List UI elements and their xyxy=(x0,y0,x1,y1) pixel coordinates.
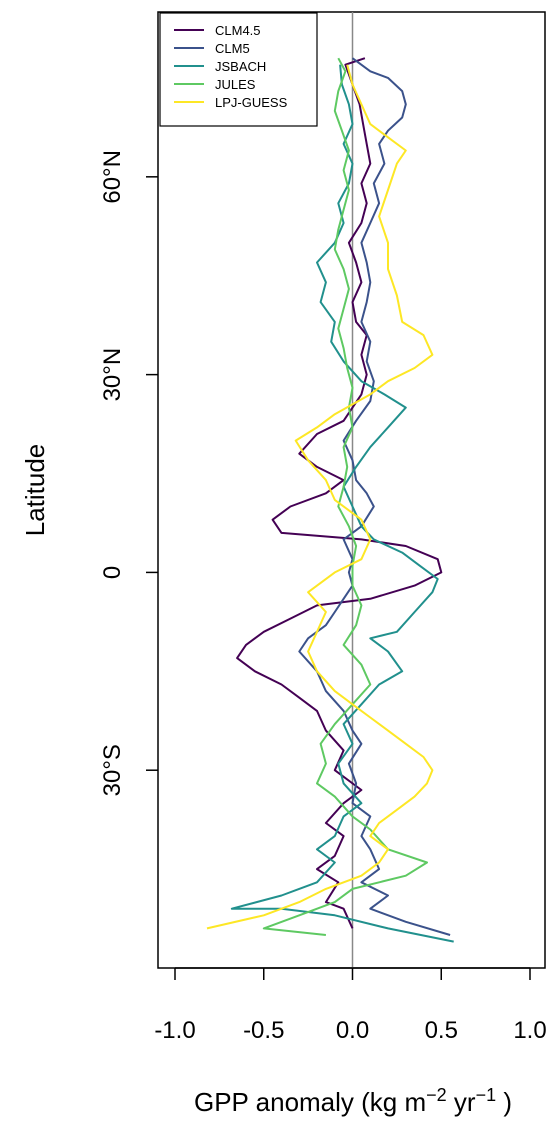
legend-label: CLM4.5 xyxy=(215,23,261,38)
series-line-jsbach xyxy=(230,64,454,943)
x-axis-title-exp2: −1 xyxy=(476,1085,497,1105)
x-axis-title: GPP anomaly (kg m−2 yr−1 ) xyxy=(194,1085,512,1117)
legend-box xyxy=(159,12,318,127)
legend-label: JSBACH xyxy=(215,59,266,74)
legend-label: CLM5 xyxy=(215,41,250,56)
y-tick-label: 0 xyxy=(99,566,126,579)
legend-label: JULES xyxy=(215,77,256,92)
plot-frame xyxy=(157,11,546,969)
x-axis-title-mid: yr xyxy=(447,1087,476,1117)
x-axis: -1.0 -0.5 0.0 0.5 1.0 xyxy=(154,967,547,1044)
y-axis: 60°N 30°N 0 30°S xyxy=(99,150,158,796)
y-tick-label: 60°N xyxy=(99,150,126,204)
y-tick-label: 30°S xyxy=(99,744,126,796)
x-tick-label: 1.0 xyxy=(513,1017,546,1044)
x-tick-label: 0.5 xyxy=(425,1017,458,1044)
x-axis-title-main: GPP anomaly (kg m xyxy=(194,1087,426,1117)
x-tick-label: -0.5 xyxy=(243,1017,284,1044)
x-tick-label: -1.0 xyxy=(154,1017,195,1044)
y-tick-label: 30°N xyxy=(99,348,126,402)
series-group xyxy=(206,57,454,943)
series-line-jules xyxy=(262,57,428,936)
legend-label: LPJ-GUESS xyxy=(215,95,288,110)
legend: CLM4.5 CLM5 JSBACH JULES LPJ-GUESS xyxy=(159,12,318,127)
legend-items: CLM4.5 CLM5 JSBACH JULES LPJ-GUESS xyxy=(174,23,288,110)
series-line-lpj-guess xyxy=(206,64,434,930)
x-axis-title-exp1: −2 xyxy=(426,1085,447,1105)
x-tick-label: 0.0 xyxy=(336,1017,369,1044)
series-line-clm4-5 xyxy=(236,57,443,929)
series-line-clm5 xyxy=(298,57,451,936)
y-axis-title: Latitude xyxy=(20,444,50,537)
x-axis-title-tail: ) xyxy=(496,1087,512,1117)
